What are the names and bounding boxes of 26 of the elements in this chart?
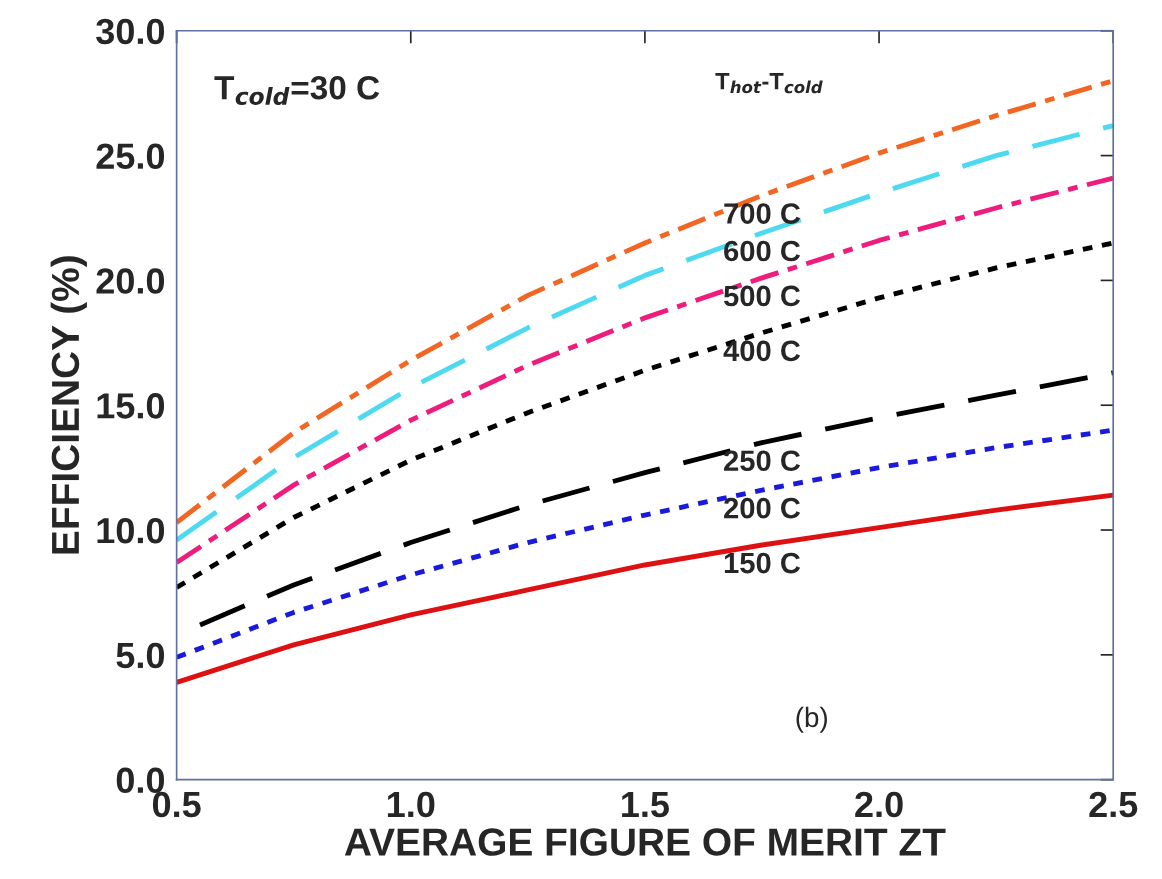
y-tick-label: 30.0 — [96, 18, 165, 45]
x-tick-label: 2.0 — [855, 791, 903, 818]
series-label: 600 C — [724, 240, 801, 262]
y-tick-label: 15.0 — [97, 393, 165, 419]
x-tick-label: 0.5 — [152, 791, 201, 818]
series-label: 700 C — [724, 203, 801, 224]
series-label: 400 C — [723, 340, 801, 362]
x-tick-label: 1.0 — [387, 791, 435, 818]
y-axis-title: EFFICIENCY (%) — [50, 256, 87, 554]
annotation: (b) — [796, 706, 827, 733]
series-label: 200 C — [724, 497, 801, 519]
x-tick-label: 2.5 — [1089, 791, 1138, 818]
x-tick-label: 1.5 — [622, 792, 670, 818]
y-tick-label: 20.0 — [96, 268, 165, 294]
line-series — [176, 240, 1114, 590]
series-label: 250 C — [724, 450, 801, 472]
annotation: T$_{cold}$=30 C — [214, 75, 380, 106]
series-label: 500 C — [723, 285, 801, 307]
x-axis-title: AVERAGE FIGURE OF MERIT ZT — [344, 828, 946, 856]
line-series — [176, 492, 1114, 685]
y-tick-label: 5.0 — [116, 642, 165, 669]
line-series — [197, 370, 1114, 628]
y-tick-label: 10.0 — [97, 517, 165, 544]
series-label: 150 C — [724, 552, 801, 574]
y-tick-label: 25.0 — [96, 143, 165, 170]
legend-title: T$_{hot}$-T$_{cold}$ — [715, 73, 823, 94]
